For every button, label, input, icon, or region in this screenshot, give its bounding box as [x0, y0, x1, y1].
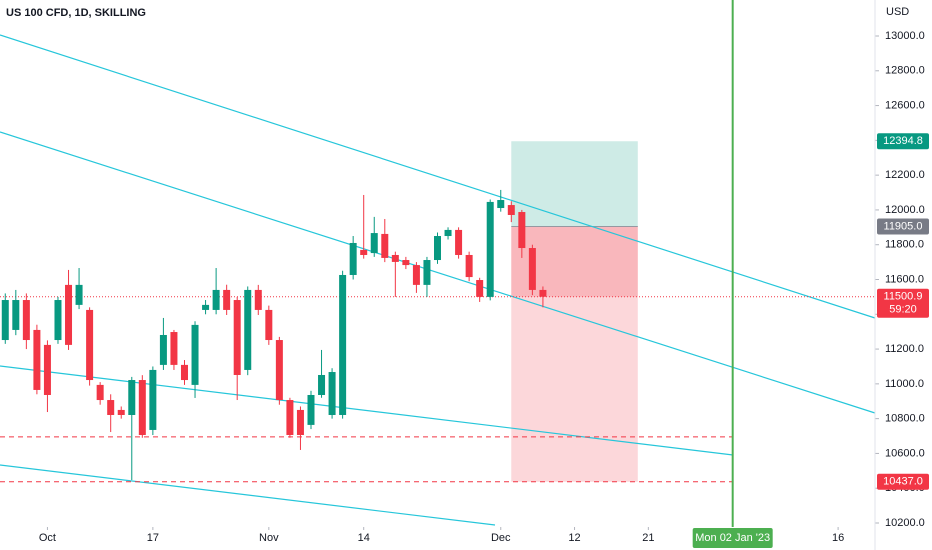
candle-body [1, 300, 9, 341]
candle-body [86, 309, 94, 381]
y-tick-label: 11000.0 [885, 378, 924, 390]
candle-body [370, 233, 378, 254]
currency-label: USD [886, 6, 909, 18]
x-tick-label: Nov [259, 532, 279, 544]
candle-body [128, 380, 136, 415]
candle-body [444, 229, 452, 237]
candle-body [149, 369, 157, 430]
target-zone [511, 141, 638, 227]
candle-body [159, 334, 167, 365]
candle-body [286, 400, 294, 435]
candle-body [75, 284, 83, 305]
last-price-box [877, 288, 929, 318]
candle-body [180, 364, 188, 381]
candle-body [486, 201, 494, 297]
date-marker-label: Mon 02 Jan '23 [695, 532, 770, 544]
candle-body [212, 289, 220, 310]
candle-body [244, 289, 252, 370]
candle-body [528, 248, 536, 290]
y-tick-label: 10800.0 [885, 413, 925, 425]
candle-body [296, 409, 304, 435]
candle-body [465, 254, 473, 278]
candle-body [33, 329, 41, 390]
candle-body [455, 229, 463, 255]
trend-line [0, 464, 496, 526]
candle-body [223, 289, 231, 310]
y-tick-label: 13000.0 [885, 30, 925, 42]
last-price-label: 11500.9 [884, 291, 923, 303]
candle-body [476, 280, 484, 297]
target-label: 12394.8 [883, 135, 923, 147]
levels [0, 0, 875, 527]
candle-body [202, 304, 210, 310]
trend-lines [0, 34, 876, 526]
candle-body [107, 400, 115, 415]
x-tick-label: 17 [147, 532, 159, 544]
axes: 10200.010400.010600.010800.011000.011200… [39, 0, 929, 550]
y-tick-label: 12000.0 [885, 204, 925, 216]
candle-body [43, 344, 51, 395]
y-tick-label: 11800.0 [885, 239, 924, 251]
candle-body [434, 236, 441, 261]
candle-body [117, 409, 125, 415]
candle-body [191, 324, 199, 385]
candle-body [318, 374, 326, 395]
candle-body [507, 205, 515, 215]
candle-body [339, 274, 347, 415]
candle-body [539, 289, 547, 297]
trend-line [0, 34, 876, 319]
candle-body [65, 284, 73, 345]
stop-box [877, 473, 929, 490]
candle-body [402, 260, 410, 266]
trend-line [0, 365, 734, 456]
x-tick-label: 16 [832, 532, 844, 544]
date-marker-box [692, 528, 773, 548]
candle-body [265, 309, 273, 341]
entry-label: 11905.0 [884, 220, 923, 232]
candle-body [328, 372, 336, 415]
candle-body [412, 265, 420, 285]
y-tick-label: 12600.0 [885, 99, 925, 111]
candle-body [233, 300, 241, 375]
candle-body [391, 254, 399, 262]
candles [1, 189, 547, 481]
candle-body [360, 249, 368, 255]
stop-label: 10437.0 [883, 476, 923, 488]
y-tick-label: 11200.0 [885, 343, 924, 355]
x-tick-label: 21 [642, 532, 654, 544]
candle-body [54, 300, 62, 341]
candle-body [307, 394, 315, 425]
chart-title: US 100 CFD, 1D, SKILLING [6, 7, 146, 19]
countdown-label: 59:20 [889, 304, 917, 316]
candle-body [254, 289, 262, 310]
trend-line [0, 131, 876, 414]
candle-body [138, 380, 146, 435]
candle-body [381, 233, 389, 258]
entry-box [877, 218, 929, 235]
candle-body [22, 300, 30, 341]
y-tick-label: 12200.0 [885, 169, 925, 181]
x-tick-label: Dec [491, 532, 511, 544]
candle-body [275, 340, 283, 401]
time-axis-panel [0, 527, 875, 550]
candle-body [497, 200, 505, 209]
target-box [877, 133, 929, 150]
candle-body [423, 260, 431, 285]
y-tick-label: 11600.0 [885, 273, 924, 285]
y-tick-label: 10200.0 [885, 517, 925, 529]
candle-body [349, 242, 357, 275]
candle-body [12, 300, 20, 330]
price-axis-panel [875, 0, 932, 550]
x-tick-label: Oct [39, 532, 56, 544]
y-tick-label: 10600.0 [885, 447, 925, 459]
x-tick-label: 14 [358, 532, 370, 544]
candle-body [170, 332, 178, 365]
candle-body [518, 212, 526, 249]
candle-body [96, 384, 104, 401]
x-tick-label: 12 [568, 532, 580, 544]
y-tick-label: 12800.0 [885, 65, 925, 77]
